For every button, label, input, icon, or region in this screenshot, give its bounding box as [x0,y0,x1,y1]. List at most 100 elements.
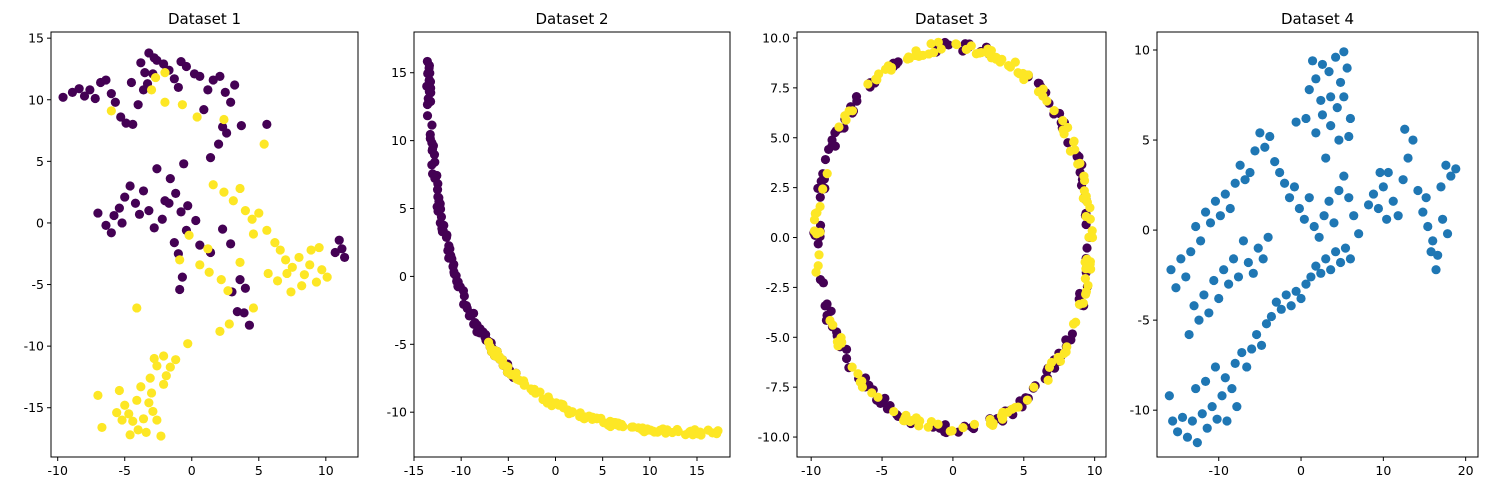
data-point [159,59,169,69]
data-point [1393,211,1403,221]
x-tick-label: -10 [47,463,67,478]
x-tick-label: 5 [599,463,607,478]
y-tick-label: -10 [24,339,44,354]
data-point [208,75,218,85]
data-point [117,415,127,425]
data-point [175,284,185,295]
data-point [1335,77,1346,88]
data-point [195,240,205,250]
data-point [1368,189,1379,199]
data-point [128,416,138,426]
data-point [184,230,194,240]
data-point [235,183,245,194]
data-point [1403,153,1413,163]
data-point [159,351,169,361]
scatter-points [422,56,723,440]
data-point [1345,254,1356,264]
data-point [1332,103,1342,113]
data-point [906,415,917,426]
data-point [459,291,469,301]
y-tick-label: -2.5 [766,280,790,295]
data-point [205,153,216,163]
data-point [1324,67,1334,77]
data-point [911,46,921,56]
x-tick-label: -15 [404,463,424,478]
data-point [1220,373,1230,383]
data-point [1033,87,1044,97]
data-point [863,79,873,89]
data-point [1069,137,1079,147]
data-point [1382,214,1392,224]
data-point [696,430,706,440]
data-point [1237,347,1247,358]
data-point [297,281,307,291]
data-point [1363,200,1374,210]
data-point [1331,52,1341,62]
data-point [1047,357,1057,368]
x-tick-label: 0 [949,463,957,478]
data-point [1184,329,1194,340]
data-point [148,406,158,417]
data-point [1260,142,1270,152]
data-point [125,181,135,191]
data-point [1010,57,1020,67]
y-tick-label: 0 [399,269,407,284]
data-point [191,215,201,226]
data-point [1296,293,1306,304]
data-point [1316,95,1326,106]
data-point [853,369,863,379]
data-point [828,320,838,330]
data-point [535,387,545,397]
data-point [1442,229,1453,239]
data-point [1339,47,1349,57]
data-point [1182,432,1193,442]
data-point [226,97,236,107]
data-point [830,141,840,151]
data-point [1276,304,1286,314]
data-point [1413,185,1423,196]
data-point [240,283,250,293]
data-point [1003,61,1014,71]
data-point [442,230,452,240]
data-point [204,267,214,277]
data-point [219,114,229,125]
data-point [177,272,187,282]
data-point [1375,167,1385,178]
data-point [1191,221,1201,232]
data-point [1238,236,1249,246]
data-point [1074,299,1085,309]
data-point [114,385,124,396]
data-point [933,419,943,429]
x-tick-label: 15 [689,463,705,478]
data-point [1340,243,1351,253]
data-point [1230,178,1240,188]
data-point [1284,193,1295,203]
data-point [128,119,138,129]
data-point [1079,171,1089,181]
data-point [834,122,844,132]
data-point [1055,356,1066,366]
data-point [1306,272,1316,282]
data-point [873,392,883,402]
data-point [1197,409,1207,419]
data-point [847,106,858,116]
data-point [120,192,130,202]
data-point [918,50,928,61]
data-point [208,180,218,190]
data-point [432,184,443,195]
data-point [1043,375,1053,385]
data-point [816,176,826,186]
data-point [171,355,181,365]
data-point [117,218,127,228]
data-point [140,68,150,78]
data-point [826,306,836,316]
data-point [1263,232,1273,242]
data-point [914,421,924,431]
data-point [195,71,205,81]
data-point [1214,293,1224,304]
data-point [1085,214,1095,224]
data-point [1189,301,1199,311]
data-point [230,80,240,90]
x-tick-label: 0 [552,463,560,478]
